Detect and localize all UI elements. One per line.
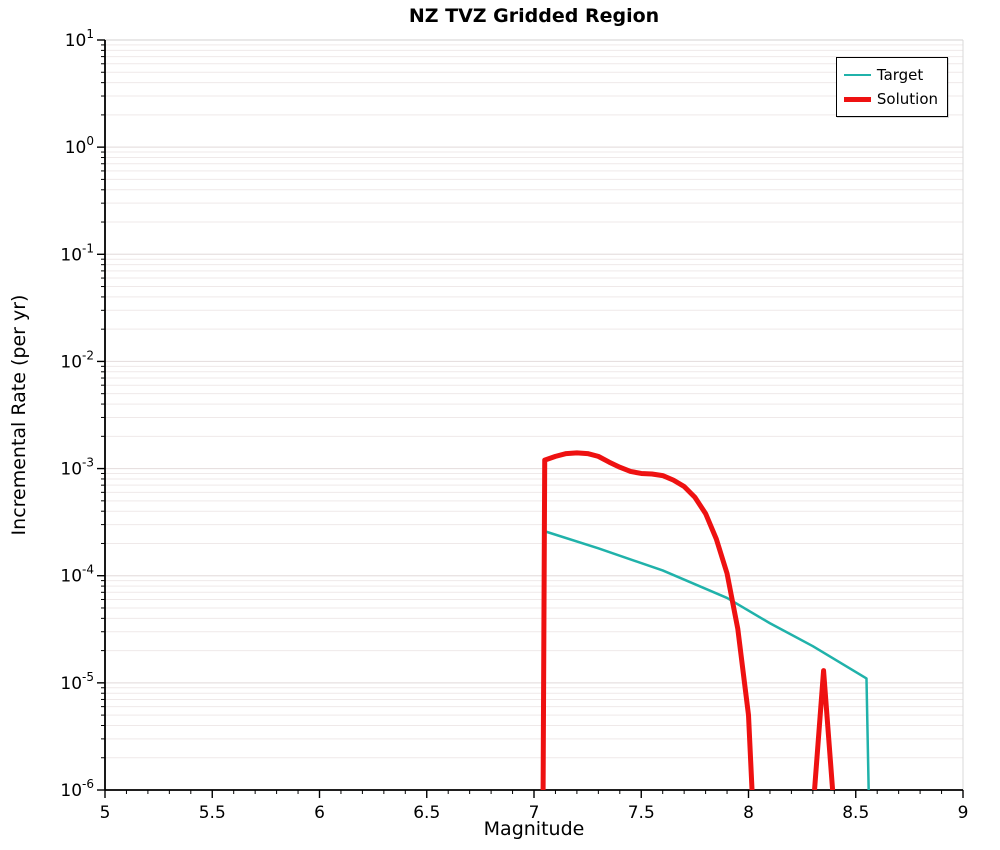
y-tick-label: 10-3 bbox=[60, 456, 94, 480]
x-tick-label: 5.5 bbox=[199, 803, 226, 823]
y-tick-label: 100 bbox=[65, 134, 94, 158]
y-tick-label: 10-4 bbox=[60, 563, 94, 587]
y-tick-label: 10-2 bbox=[60, 348, 94, 372]
x-tick-label: 9 bbox=[958, 803, 969, 823]
x-tick-label: 7 bbox=[529, 803, 540, 823]
y-tick-label: 10-5 bbox=[60, 670, 94, 694]
axis-spines bbox=[104, 39, 964, 791]
x-axis-label: Magnitude bbox=[484, 818, 585, 840]
y-axis-label: Incremental Rate (per yr) bbox=[8, 295, 30, 536]
legend: Target Solution bbox=[835, 57, 948, 117]
x-tick-label: 7.5 bbox=[628, 803, 655, 823]
gridlines bbox=[105, 39, 963, 791]
data-series bbox=[540, 450, 870, 790]
axis-tick-labels: 5 5.5 6 6.5 7 7.5 8 8.5 9 101 100 10-1 10-2 10-3 10-4 1… bbox=[60, 27, 968, 823]
chart-title: NZ TVZ Gridded Region bbox=[409, 5, 659, 27]
solution-line-swatch bbox=[843, 96, 871, 102]
x-tick-label: 8 bbox=[743, 803, 754, 823]
series-line-target bbox=[544, 530, 870, 790]
legend-label-target: Target bbox=[876, 66, 924, 84]
legend-label-solution: Solution bbox=[876, 90, 938, 108]
legend-entry-solution: Solution bbox=[843, 87, 938, 111]
series-line-solution bbox=[540, 450, 836, 790]
target-line-swatch bbox=[843, 73, 871, 77]
y-tick-label: 101 bbox=[65, 27, 94, 51]
y-tick-label: 10-6 bbox=[60, 777, 94, 801]
legend-entry-target: Target bbox=[843, 63, 938, 87]
y-tick-label: 10-1 bbox=[60, 241, 94, 265]
axis-ticks bbox=[97, 39, 964, 798]
x-tick-label: 5 bbox=[100, 803, 111, 823]
x-tick-label: 6 bbox=[314, 803, 325, 823]
x-tick-label: 6.5 bbox=[413, 803, 440, 823]
x-tick-label: 8.5 bbox=[842, 803, 869, 823]
